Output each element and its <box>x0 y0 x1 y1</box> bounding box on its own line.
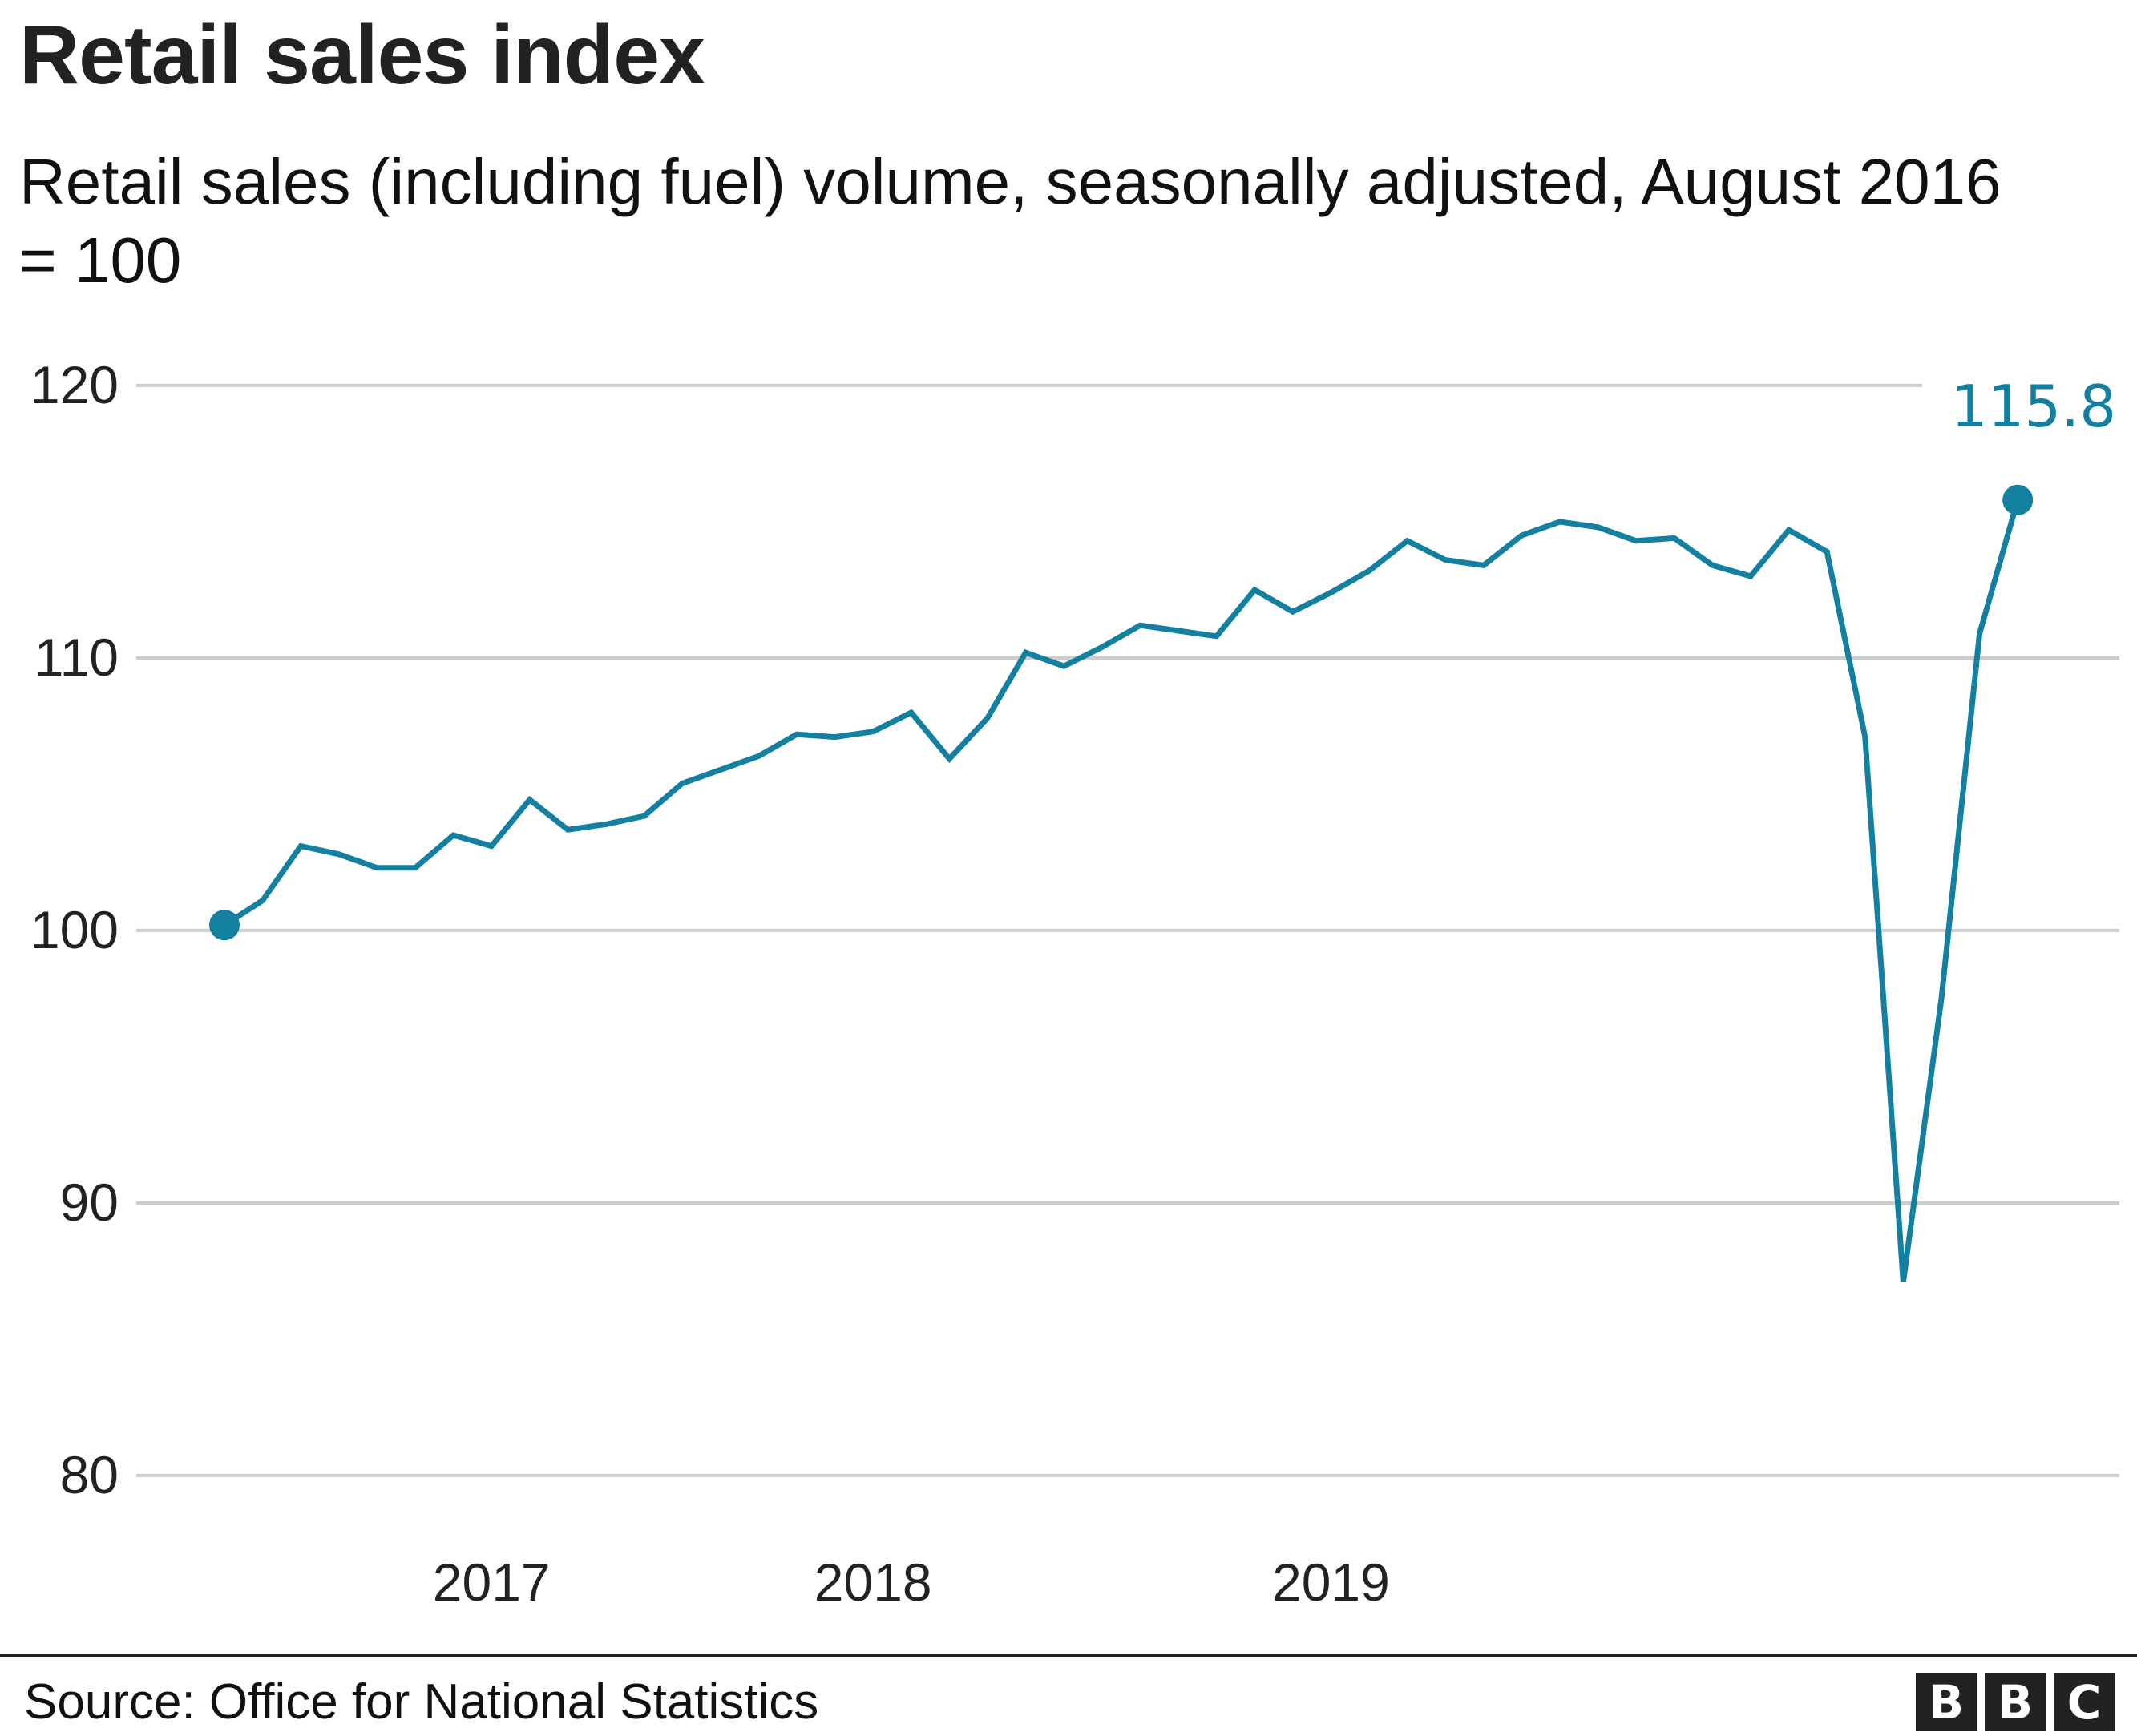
data-point <box>909 710 914 715</box>
gridlines <box>136 384 2119 1477</box>
data-point <box>1901 1280 1905 1285</box>
data-point <box>1176 628 1181 633</box>
chart-subtitle: Retail sales (including fuel) volume, se… <box>19 146 2002 296</box>
y-tick-label: 100 <box>30 900 119 959</box>
data-point <box>794 732 799 737</box>
data-point <box>1519 533 1524 538</box>
data-point <box>1824 549 1829 554</box>
data-point <box>1863 735 1868 740</box>
x-tick-label: 2019 <box>1272 1552 1390 1612</box>
y-tick-label: 80 <box>60 1445 119 1504</box>
x-axis-ticks: 2017 2018 2019 <box>433 1552 1390 1612</box>
start-marker <box>209 910 240 941</box>
logo-letter: B <box>1916 1673 1977 1731</box>
data-point <box>1214 634 1219 639</box>
x-tick-label: 2018 <box>814 1552 932 1612</box>
series-layer: 115.8 <box>209 373 2116 1285</box>
data-point <box>1748 574 1753 579</box>
y-tick-label: 120 <box>30 355 119 414</box>
data-point <box>451 833 456 838</box>
data-point <box>1557 519 1562 524</box>
data-point <box>298 844 303 849</box>
data-point <box>1367 568 1371 573</box>
data-point <box>718 767 723 772</box>
data-point <box>261 898 265 903</box>
chart-title: Retail sales index <box>19 9 705 102</box>
data-point <box>1291 609 1295 614</box>
data-point <box>871 729 875 734</box>
data-point <box>413 866 418 870</box>
data-point <box>565 827 570 832</box>
data-point <box>1787 527 1792 532</box>
data-point <box>1443 558 1448 563</box>
series-line <box>221 497 2021 1283</box>
data-point <box>1100 644 1105 649</box>
logo-letter: B <box>1985 1673 2046 1731</box>
data-point <box>680 781 685 785</box>
data-point <box>1710 563 1715 567</box>
y-tick-label: 110 <box>34 628 119 687</box>
data-point <box>374 866 379 870</box>
data-point <box>1405 539 1410 543</box>
data-point <box>1977 631 1982 636</box>
data-point <box>1252 587 1257 592</box>
data-point <box>337 852 341 857</box>
logo-letter: C <box>2054 1673 2115 1731</box>
data-point <box>1328 590 1333 595</box>
data-point <box>604 822 608 826</box>
data-point <box>947 757 951 761</box>
source-note: Source: Office for National Statistics <box>24 1674 819 1730</box>
y-axis-ticks: 80 90 100 110 120 <box>30 355 119 1504</box>
last-value-label: 115.8 <box>1951 373 2116 440</box>
data-point <box>1939 996 1944 1001</box>
data-point <box>833 735 838 740</box>
data-point <box>1596 525 1601 530</box>
data-point <box>1481 563 1486 567</box>
data-point <box>527 797 532 802</box>
data-point <box>1061 664 1066 668</box>
end-marker <box>2002 484 2034 515</box>
footer-divider <box>0 1654 2137 1657</box>
data-point <box>1634 539 1638 543</box>
data-point <box>1024 650 1028 655</box>
data-point <box>489 844 494 849</box>
bbc-logo: B B C <box>1916 1673 2115 1731</box>
data-point <box>756 753 761 758</box>
data-point <box>642 813 647 818</box>
x-tick-label: 2017 <box>433 1552 551 1612</box>
y-tick-label: 90 <box>60 1173 119 1232</box>
data-point <box>1672 535 1677 540</box>
data-point <box>1137 623 1142 628</box>
data-point <box>985 716 990 721</box>
